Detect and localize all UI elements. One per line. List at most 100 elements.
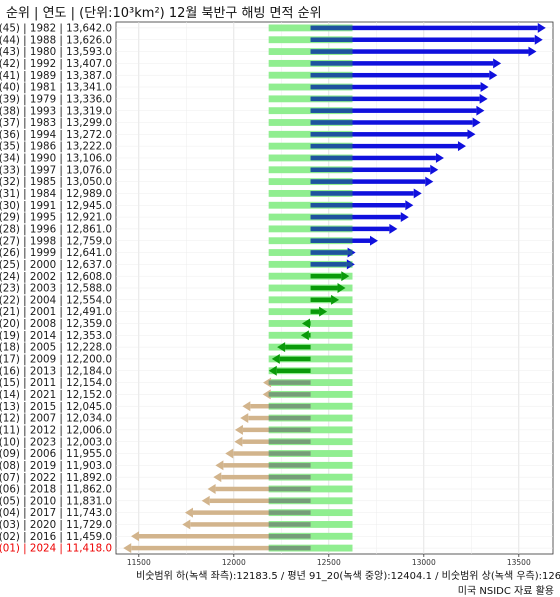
value-arrow-shaft bbox=[308, 333, 311, 338]
value-arrow-head bbox=[489, 70, 498, 81]
range-overlay bbox=[268, 463, 311, 468]
value-arrow-head bbox=[430, 164, 439, 175]
value-arrow-head bbox=[370, 235, 379, 246]
range-overlay bbox=[310, 262, 353, 267]
value-arrow-head bbox=[182, 519, 191, 530]
value-arrow-head bbox=[400, 212, 409, 223]
value-arrow-head bbox=[337, 283, 346, 293]
value-arrow-head bbox=[207, 484, 216, 494]
row-label: (19) | 2014 | 12,353.0 bbox=[0, 330, 112, 342]
value-arrow-shaft bbox=[310, 84, 481, 90]
value-arrow-shaft bbox=[310, 167, 431, 173]
value-arrow-shaft bbox=[310, 202, 406, 208]
row-label: (33) | 1997 | 13,076.0 bbox=[0, 164, 112, 176]
row-label: (26) | 1999 | 12,641.0 bbox=[0, 247, 112, 259]
row-label: (39) | 1979 | 13,336.0 bbox=[0, 93, 112, 105]
row-label: (25) | 2000 | 12,637.0 bbox=[0, 259, 112, 271]
value-arrow-shaft bbox=[139, 534, 311, 539]
value-arrow-shaft bbox=[310, 108, 477, 113]
range-overlay bbox=[310, 37, 353, 42]
value-arrow-head bbox=[300, 330, 309, 341]
value-arrow-head bbox=[479, 93, 488, 104]
value-arrow-shaft bbox=[310, 72, 490, 78]
range-overlay bbox=[268, 534, 311, 539]
range-overlay bbox=[268, 486, 311, 492]
value-arrow-head bbox=[493, 58, 502, 69]
row-label: (15) | 2011 | 12,154.0 bbox=[0, 377, 112, 389]
value-arrow-shaft bbox=[285, 344, 311, 350]
range-overlay bbox=[310, 250, 353, 255]
value-arrow-shaft bbox=[131, 545, 311, 551]
row-label: (08) | 2019 | 11,903.0 bbox=[0, 460, 112, 472]
row-label: (02) | 2016 | 11,459.0 bbox=[0, 531, 112, 543]
row-label: (16) | 2013 | 12,184.0 bbox=[0, 365, 112, 377]
row-label: (29) | 1995 | 12,921.0 bbox=[0, 212, 112, 224]
range-overlay bbox=[268, 403, 311, 409]
row-label: (05) | 2010 | 11,831.0 bbox=[0, 495, 112, 507]
row-label: (18) | 2005 | 12,228.0 bbox=[0, 342, 112, 354]
value-arrow-shaft bbox=[310, 120, 473, 125]
value-arrow-shaft bbox=[310, 191, 414, 196]
value-arrow-head bbox=[271, 353, 280, 364]
range-overlay bbox=[310, 238, 353, 243]
value-arrow-head bbox=[457, 141, 466, 152]
range-overlay bbox=[310, 25, 353, 31]
range-overlay bbox=[310, 226, 353, 232]
row-label: (27) | 1998 | 12,759.0 bbox=[0, 235, 112, 247]
range-overlay bbox=[268, 498, 311, 504]
value-arrow-head bbox=[225, 448, 234, 459]
range-overlay bbox=[310, 132, 353, 137]
value-arrow-head bbox=[528, 46, 537, 57]
chart-caption: 비숫범위 하(녹색 좌측):12183.5 / 평년 91_20(녹색 중앙):… bbox=[136, 571, 560, 582]
row-label: (23) | 2003 | 12,588.0 bbox=[0, 283, 112, 295]
value-arrow-shaft bbox=[310, 321, 311, 326]
value-arrow-head bbox=[534, 34, 543, 45]
value-arrow-shaft bbox=[310, 143, 458, 149]
value-arrow-shaft bbox=[310, 132, 468, 137]
range-overlay bbox=[268, 451, 311, 456]
row-label: (32) | 1985 | 13,050.0 bbox=[0, 176, 112, 188]
value-arrow-shaft bbox=[310, 37, 535, 42]
range-overlay bbox=[310, 120, 353, 125]
value-arrow-head bbox=[341, 271, 350, 282]
range-overlay bbox=[310, 72, 353, 78]
similar-range-band bbox=[268, 343, 353, 351]
value-arrow-head bbox=[213, 472, 222, 483]
value-arrow-head bbox=[476, 105, 485, 116]
range-overlay bbox=[268, 522, 311, 527]
row-label: (42) | 1992 | 13,407.0 bbox=[0, 58, 112, 70]
row-label: (06) | 2018 | 11,862.0 bbox=[0, 484, 112, 496]
value-arrow-shaft bbox=[279, 356, 311, 362]
value-arrow-head bbox=[201, 495, 210, 506]
value-arrow-head bbox=[413, 188, 422, 199]
row-label: (41) | 1989 | 13,387.0 bbox=[0, 70, 112, 82]
row-label: (37) | 1983 | 13,299.0 bbox=[0, 117, 112, 129]
row-label: (11) | 2012 | 12,006.0 bbox=[0, 424, 112, 436]
range-overlay bbox=[310, 179, 353, 184]
value-arrow-shaft bbox=[310, 214, 401, 220]
x-tick-label: 12500 bbox=[317, 558, 341, 567]
range-overlay bbox=[310, 96, 353, 102]
value-arrow-shaft bbox=[310, 155, 436, 161]
value-arrow-shaft bbox=[310, 25, 538, 31]
value-arrow-head bbox=[268, 365, 277, 376]
value-arrow-head bbox=[331, 294, 340, 305]
value-arrow-shaft bbox=[310, 61, 494, 66]
row-label: (30) | 1991 | 12,945.0 bbox=[0, 200, 112, 212]
value-arrow-head bbox=[435, 152, 444, 163]
value-arrow-shaft bbox=[310, 297, 332, 303]
value-arrow-head bbox=[262, 389, 271, 400]
value-arrow-head bbox=[277, 342, 286, 353]
row-label: (38) | 1993 | 13,319.0 bbox=[0, 105, 112, 117]
value-arrow-shaft bbox=[310, 285, 338, 291]
row-label: (03) | 2020 | 11,729.0 bbox=[0, 519, 112, 531]
range-overlay bbox=[268, 415, 311, 421]
row-label: (24) | 2002 | 12,608.0 bbox=[0, 271, 112, 283]
row-label: (34) | 1990 | 13,106.0 bbox=[0, 153, 112, 165]
row-label: (13) | 2015 | 12,045.0 bbox=[0, 401, 112, 413]
row-label: (04) | 2017 | 11,743.0 bbox=[0, 507, 112, 519]
range-overlay bbox=[310, 155, 353, 161]
data-source: 미국 NSIDC 자료 활용 bbox=[457, 586, 554, 597]
range-overlay bbox=[268, 439, 311, 444]
row-label: (12) | 2007 | 12,034.0 bbox=[0, 413, 112, 425]
